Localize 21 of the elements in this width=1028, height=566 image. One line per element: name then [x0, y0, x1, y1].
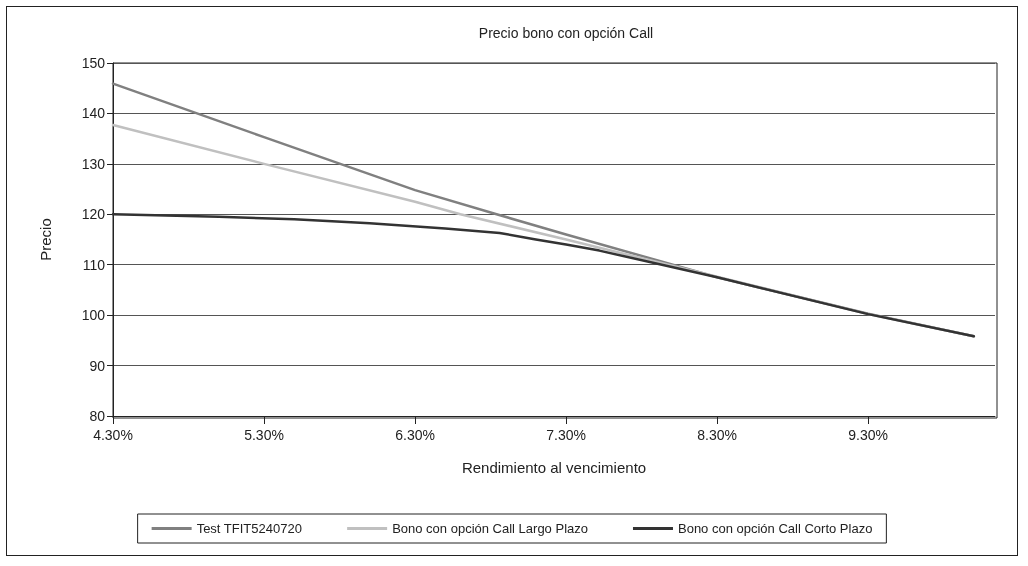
y-tick-label: 110	[82, 256, 106, 273]
y-tick-label: 150	[81, 55, 106, 71]
x-tick-label: 4.30%	[93, 427, 133, 443]
legend-label: Test TFIT5240720	[196, 521, 302, 536]
y-tick-label: 130	[81, 155, 106, 172]
x-tick-label: 7.30%	[546, 427, 586, 443]
y-tick-label: 90	[89, 357, 106, 374]
x-tick-label: 8.30%	[697, 427, 737, 443]
x-axis-title: Rendimiento al vencimiento	[461, 459, 647, 476]
y-tick-label: 140	[81, 105, 106, 122]
y-tick-label: 80	[89, 408, 106, 424]
line-series	[111, 213, 976, 338]
y-tick-label: 120	[81, 206, 106, 223]
x-tick-label: 9.30%	[848, 427, 888, 443]
chart-title: Precio bono con opción Call	[478, 25, 654, 41]
y-tick-label: 100	[81, 307, 106, 324]
y-axis-title: Precio	[37, 218, 54, 261]
legend-label: Bono con opción Call Corto Plazo	[677, 521, 873, 536]
x-tick-label: 5.30%	[244, 427, 284, 443]
legend-label: Bono con opción Call Largo Plazo	[392, 521, 588, 536]
x-tick-label: 6.30%	[395, 427, 435, 443]
